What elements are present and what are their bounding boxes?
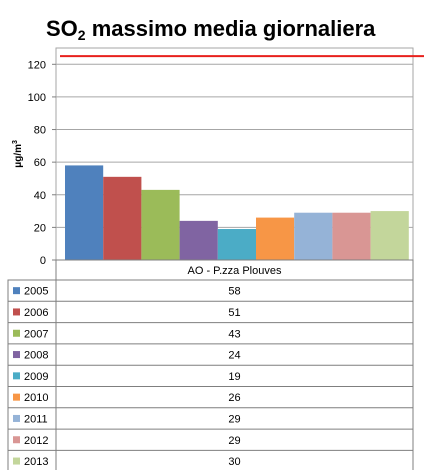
data-label-2006: 51 bbox=[228, 307, 240, 319]
legend-label-2010: 2010 bbox=[24, 392, 48, 404]
title-subscript: 2 bbox=[77, 27, 86, 43]
legend-label-2005: 2005 bbox=[24, 286, 48, 298]
legend-swatch-2006 bbox=[13, 308, 20, 316]
y-axis-label: μg/m3 bbox=[12, 140, 24, 168]
legend-swatch-2005 bbox=[13, 287, 20, 295]
legend-label-2009: 2009 bbox=[24, 371, 48, 383]
legend-label-2007: 2007 bbox=[24, 328, 48, 340]
y-tick-label: 120 bbox=[28, 59, 46, 71]
y-tick-label: 40 bbox=[34, 190, 46, 202]
y-tick-label: 0 bbox=[40, 255, 46, 267]
legend-swatch-2011 bbox=[13, 414, 20, 422]
legend-label-2011: 2011 bbox=[24, 413, 48, 425]
title-suffix: massimo media giornaliera bbox=[85, 16, 376, 41]
bar-2010 bbox=[256, 217, 295, 260]
legend-label-2013: 2013 bbox=[24, 456, 48, 468]
data-label-2005: 58 bbox=[228, 286, 240, 298]
data-label-2013: 30 bbox=[228, 456, 240, 468]
bar-2006 bbox=[103, 176, 142, 260]
data-label-2012: 29 bbox=[228, 435, 240, 447]
bar-2008 bbox=[179, 220, 218, 260]
data-label-2007: 43 bbox=[228, 328, 240, 340]
table-body bbox=[7, 279, 414, 470]
legend-label-2008: 2008 bbox=[24, 350, 48, 362]
data-label-2010: 26 bbox=[228, 392, 240, 404]
y-tick-label: 100 bbox=[28, 92, 46, 104]
bar-2013 bbox=[370, 211, 409, 260]
y-tick-label: 60 bbox=[34, 157, 46, 169]
y-tick-label: 20 bbox=[34, 222, 46, 234]
legend-swatch-2010 bbox=[13, 393, 20, 401]
data-label-2008: 24 bbox=[228, 350, 240, 362]
y-axis-label-base: μg/m bbox=[13, 144, 24, 168]
legend-swatch-2008 bbox=[13, 351, 20, 359]
bar-2011 bbox=[294, 212, 333, 260]
legend-swatch-2012 bbox=[13, 436, 20, 444]
data-label-2011: 29 bbox=[228, 413, 240, 425]
legend-label-2006: 2006 bbox=[24, 307, 48, 319]
legend-swatch-2009 bbox=[13, 372, 20, 380]
y-tick-label: 80 bbox=[34, 125, 46, 137]
title-prefix: SO bbox=[46, 16, 78, 41]
legend-swatch-2007 bbox=[13, 329, 20, 337]
bar-2009 bbox=[217, 229, 256, 260]
legend-swatch-2013 bbox=[13, 457, 20, 465]
category-label: AO - P.zza Plouves bbox=[188, 265, 282, 277]
y-axis-label-sup: 3 bbox=[12, 140, 19, 144]
legend-label-2012: 2012 bbox=[24, 435, 48, 447]
bar-2005 bbox=[65, 165, 104, 260]
chart-title: SO2 massimo media giornaliera bbox=[46, 16, 375, 43]
bar-2012 bbox=[332, 212, 371, 260]
data-label-2009: 19 bbox=[228, 371, 240, 383]
bar-2007 bbox=[141, 189, 180, 260]
